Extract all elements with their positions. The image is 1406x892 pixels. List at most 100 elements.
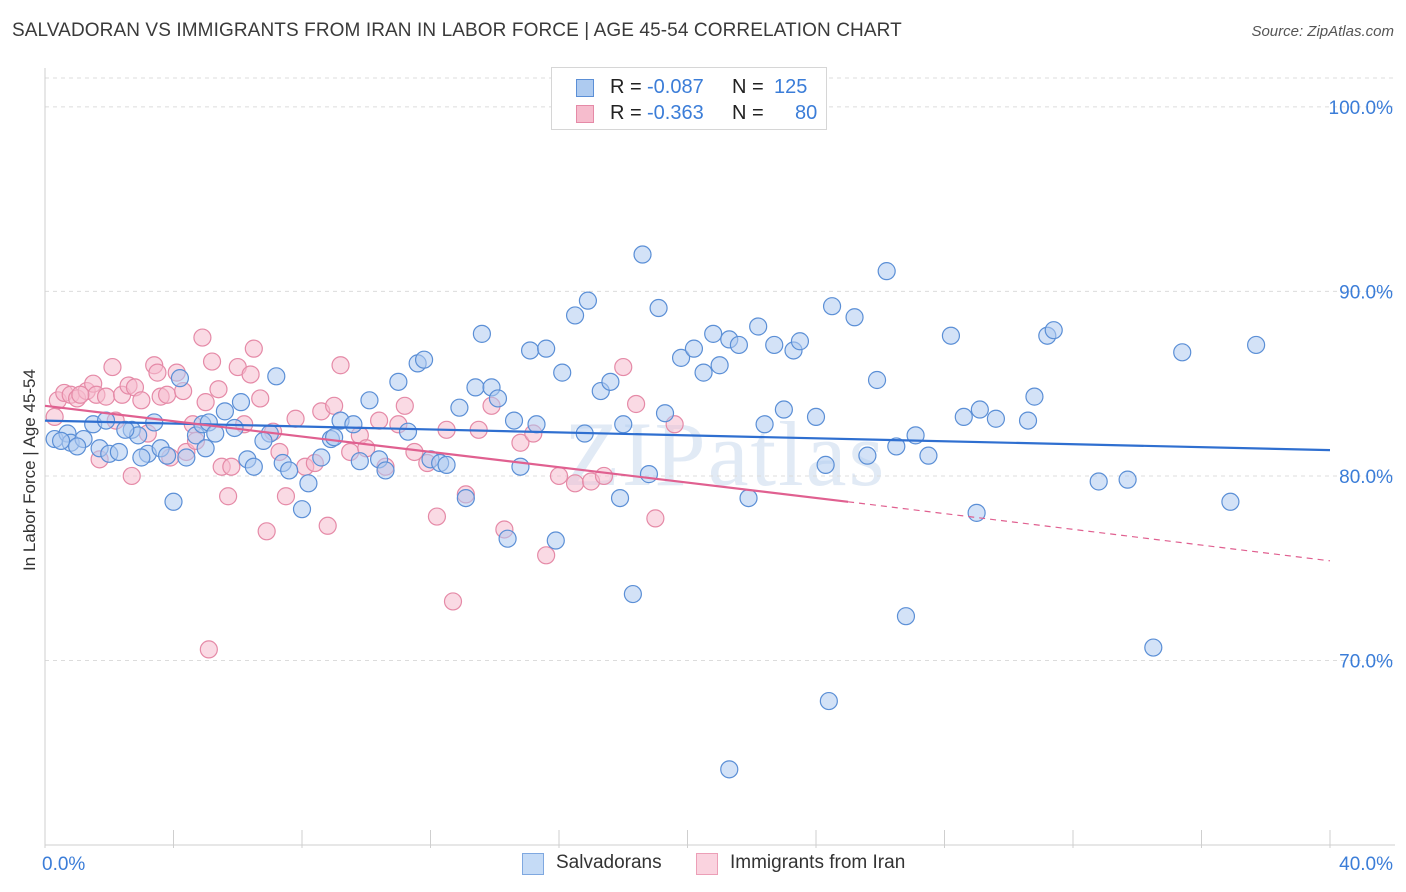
salvadoran-point <box>312 448 331 467</box>
salvadoran-point <box>360 391 379 410</box>
iran-point <box>276 487 296 506</box>
salvadoran-point <box>986 409 1006 428</box>
iran-point <box>318 516 337 535</box>
x-tick-label: 0.0% <box>42 854 85 875</box>
iran-point <box>594 466 614 486</box>
x-tick-label: 40.0% <box>1339 854 1393 875</box>
salvadoran-point <box>466 378 485 397</box>
source-label: Source: ZipAtlas.com <box>1251 23 1394 40</box>
iran-point <box>626 394 646 414</box>
salvadoran-point <box>51 431 71 450</box>
salvadoran-point <box>1118 470 1137 489</box>
legend-label: Salvadorans <box>556 852 662 873</box>
y-tick-label: 80.0% <box>1339 467 1393 488</box>
salvadoran-point <box>601 372 620 391</box>
salvadoran-point <box>684 339 704 358</box>
salvadoran-point <box>157 446 177 465</box>
salvadoran-point <box>215 402 234 421</box>
iran-point <box>537 546 556 565</box>
salvadoran-point <box>671 348 691 367</box>
iran-point <box>443 592 463 611</box>
salvadoran-point <box>244 457 263 476</box>
salvadoran-point <box>610 488 630 508</box>
salvadoran-point <box>520 341 540 360</box>
n-value: 80 <box>795 102 818 124</box>
salvadoran-point <box>877 262 896 281</box>
iran-point <box>199 640 218 659</box>
iran-point <box>511 433 530 452</box>
iran-point <box>565 474 585 493</box>
n-value: 125 <box>774 76 808 98</box>
salvadoran-point <box>437 455 456 474</box>
salvadoran-point <box>553 363 572 382</box>
salvadoran-point <box>450 398 469 417</box>
salvadoran-point <box>720 760 739 779</box>
salvadoran-point <box>109 442 128 462</box>
salvadoran-point <box>819 691 838 711</box>
watermark: ZIPatlas <box>564 403 887 505</box>
salvadoran-point <box>649 298 668 318</box>
iran-point <box>96 387 116 406</box>
iran-point <box>122 466 141 486</box>
salvadoran-point <box>116 420 135 439</box>
salvadoran-point <box>578 291 598 310</box>
iran-point <box>370 411 389 430</box>
salvadoran-point <box>1173 343 1192 362</box>
salvadoran-point <box>749 317 768 336</box>
salvadoran-point <box>887 437 906 456</box>
salvadoran-point <box>511 457 530 476</box>
tick-labels: 70.0% 80.0% 90.0% 100.0% 0.0% 40.0% <box>42 98 1393 875</box>
salvadoran-point <box>755 415 774 434</box>
r-value: -0.087 <box>647 76 704 98</box>
salvadoran-point <box>614 415 633 434</box>
axes <box>44 68 1395 848</box>
salvadoran-point <box>729 335 749 355</box>
iran-point <box>646 509 665 528</box>
salvadoran-point <box>822 297 842 316</box>
salvadoran-point <box>177 448 196 467</box>
salvadoran-point <box>954 407 973 427</box>
salvadoran-point <box>1018 411 1038 430</box>
salvadoran-point <box>941 326 961 345</box>
y-tick-label: 90.0% <box>1339 282 1393 303</box>
r-label: R = <box>610 102 642 124</box>
salvadoran-point <box>896 607 916 626</box>
salvadoran-point <box>498 529 517 548</box>
pink-swatch <box>696 853 718 875</box>
series-legend: Salvadorans Immigrants from Iran <box>0 852 1406 876</box>
salvadoran-point <box>299 474 318 493</box>
salvadoran-point <box>655 404 675 423</box>
iran-point <box>257 522 276 541</box>
salvadoran-point <box>639 465 659 484</box>
iran-point <box>427 507 447 526</box>
iran-point <box>219 487 238 506</box>
salvadoran-point <box>970 400 989 419</box>
salvadoran-point <box>774 400 793 419</box>
salvadoran-point <box>527 415 546 434</box>
salvadoran-point <box>132 448 151 467</box>
iran-point <box>132 391 151 410</box>
salvadoran-point <box>350 452 369 471</box>
pink-swatch <box>576 105 594 123</box>
iran-point <box>549 466 569 486</box>
salvadoran-point <box>325 428 344 447</box>
salvadoran-point <box>623 584 642 604</box>
iran-point <box>103 357 122 377</box>
salvadoran-point <box>504 411 524 430</box>
salvadoran-point <box>858 446 877 465</box>
salvadoran-point <box>488 389 508 408</box>
salvadoran-point <box>164 492 183 511</box>
iran-point <box>71 385 90 404</box>
salvadoran-point <box>546 531 565 550</box>
blue-swatch <box>522 853 544 875</box>
salvadoran-point <box>845 308 864 327</box>
iran-point <box>614 357 633 377</box>
salvadoran-point <box>867 370 887 390</box>
r-label: R = <box>610 76 642 98</box>
n-label: N = <box>732 76 764 98</box>
n-label: N = <box>732 102 764 124</box>
salvadoran-point <box>398 422 418 441</box>
salvadoran-point <box>565 306 585 325</box>
salvadoran-point <box>1044 321 1063 340</box>
